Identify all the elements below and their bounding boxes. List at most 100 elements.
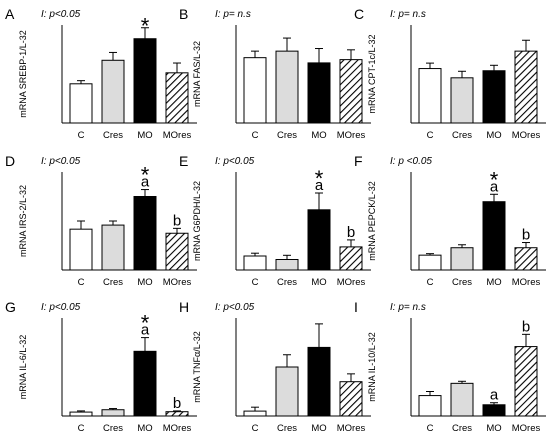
significance-star: * (490, 167, 499, 192)
x-tick-label: MOres (163, 423, 192, 434)
x-tick-label: Cres (103, 423, 123, 434)
x-tick-label: Cres (277, 277, 297, 288)
significance-letter: b (173, 212, 181, 229)
bar-mores (514, 346, 538, 417)
panel-g: G I: p<0.05 mRNA IL-6/L-32 C Cres MO MOres a* b (5, 299, 197, 434)
x-tick-label: C (427, 277, 434, 288)
bar-cres (450, 77, 474, 124)
panel-letter: D (5, 153, 15, 169)
panels: A I: p<0.05 mRNA SREBP-1/L-32 C Cres MO MOres *… (5, 6, 546, 434)
x-tick-label: C (427, 130, 434, 141)
y-axis-label: mRNA FAS/L-32 (192, 41, 202, 107)
y-axis-label: mRNA G6PDH/L-32 (192, 181, 202, 261)
bar-mores (339, 246, 363, 271)
panel-letter: A (5, 6, 15, 22)
y-axis-label: mRNA IL-10/L-32 (367, 332, 377, 402)
bar-cres (450, 247, 474, 271)
interaction-stat: I: p= n.s (215, 9, 251, 20)
x-tick-label: MOres (337, 277, 366, 288)
panel-letter: H (179, 299, 189, 315)
panel-f: F I: p <0.05 mRNA PEPCK/L-32 C Cres MO MOres a*… (354, 153, 546, 288)
significance-letter: a (490, 178, 499, 195)
x-tick-label: MO (486, 423, 501, 434)
bar-c (243, 57, 267, 124)
x-tick-label: MOres (337, 423, 366, 434)
significance-letter: a (315, 177, 324, 194)
x-tick-label: MOres (512, 423, 541, 434)
bar-c (69, 228, 93, 271)
x-tick-label: MO (137, 423, 152, 434)
x-tick-label: C (78, 130, 85, 141)
bar-mo (133, 350, 157, 417)
panel-i: I I: p= n.s mRNA IL-10/L-32 C Cres MO MOres a b (354, 299, 546, 434)
x-tick-label: Cres (277, 423, 297, 434)
y-axis-label: mRNA SREBP-1/L-32 (18, 30, 28, 118)
interaction-stat: I: p<0.05 (41, 302, 81, 313)
bar-cres (101, 409, 125, 417)
bar-mo (307, 346, 331, 417)
bar-mores (165, 232, 189, 271)
panel-letter: B (179, 6, 188, 22)
significance-star: * (315, 166, 324, 191)
panel-e: E I: p<0.05 mRNA G6PDH/L-32 C Cres MO MOres a* b (179, 153, 371, 288)
panel-letter: G (5, 299, 16, 315)
panel-a: A I: p<0.05 mRNA SREBP-1/L-32 C Cres MO MOres * (5, 6, 197, 141)
x-tick-label: C (252, 423, 259, 434)
panel-letter: F (354, 153, 363, 169)
x-tick-label: MOres (337, 130, 366, 141)
bar-c (69, 83, 93, 124)
x-tick-label: MOres (163, 130, 192, 141)
panel-h: H I: p<0.05 mRNA TNFα/L-32 C Cres MO MOres (179, 299, 371, 434)
significance-letter: a (490, 387, 499, 404)
x-tick-label: Cres (452, 423, 472, 434)
x-tick-label: C (427, 423, 434, 434)
bar-mores (339, 381, 363, 417)
significance-star: * (141, 311, 150, 336)
bar-cres (275, 366, 299, 417)
x-tick-label: Cres (452, 130, 472, 141)
bar-c (243, 410, 267, 417)
interaction-stat: I: p<0.05 (41, 156, 81, 167)
x-tick-label: MOres (163, 277, 192, 288)
interaction-stat: I: p= n.s (390, 302, 426, 313)
panel-letter: C (354, 6, 364, 22)
y-axis-label: mRNA PEPCK/L-32 (367, 181, 377, 261)
significance-star: * (141, 14, 150, 39)
bar-mores (339, 59, 363, 124)
x-tick-label: Cres (103, 130, 123, 141)
panel-b: B I: p= n.s mRNA FAS/L-32 C Cres MO MOres (179, 6, 371, 141)
bar-mores (514, 247, 538, 271)
bar-mores (165, 411, 189, 417)
x-tick-label: MO (486, 130, 501, 141)
bar-c (243, 255, 267, 271)
x-tick-label: Cres (452, 277, 472, 288)
x-tick-label: Cres (103, 277, 123, 288)
panel-letter: I (354, 299, 358, 315)
x-tick-label: C (252, 277, 259, 288)
significance-letter: b (522, 227, 530, 244)
bar-c (69, 411, 93, 417)
panel-d: D I: p<0.05 mRNA IRS-2/L-32 C Cres MO MOres a* b (5, 153, 197, 288)
bar-cres (450, 382, 474, 417)
interaction-stat: I: p <0.05 (390, 156, 432, 167)
bar-mo (133, 38, 157, 124)
x-tick-label: MOres (512, 277, 541, 288)
x-tick-label: Cres (277, 130, 297, 141)
x-tick-label: C (78, 277, 85, 288)
bar-mores (165, 72, 189, 124)
significance-star: * (141, 163, 150, 188)
significance-letter: a (141, 322, 150, 339)
bar-cres (101, 59, 125, 124)
interaction-stat: I: p<0.05 (215, 156, 255, 167)
bar-cres (275, 50, 299, 124)
bar-mo (307, 209, 331, 271)
interaction-stat: I: p= n.s (390, 9, 426, 20)
panel-letter: E (179, 153, 188, 169)
x-tick-label: MO (311, 277, 326, 288)
x-tick-label: MO (311, 130, 326, 141)
bar-c (418, 395, 442, 417)
panel-c: C I: p= n.s mRNA CPT-1c/L-32 C Cres MO MOres (354, 6, 546, 141)
x-tick-label: MO (311, 423, 326, 434)
bar-c (418, 254, 442, 271)
interaction-stat: I: p<0.05 (215, 302, 255, 313)
